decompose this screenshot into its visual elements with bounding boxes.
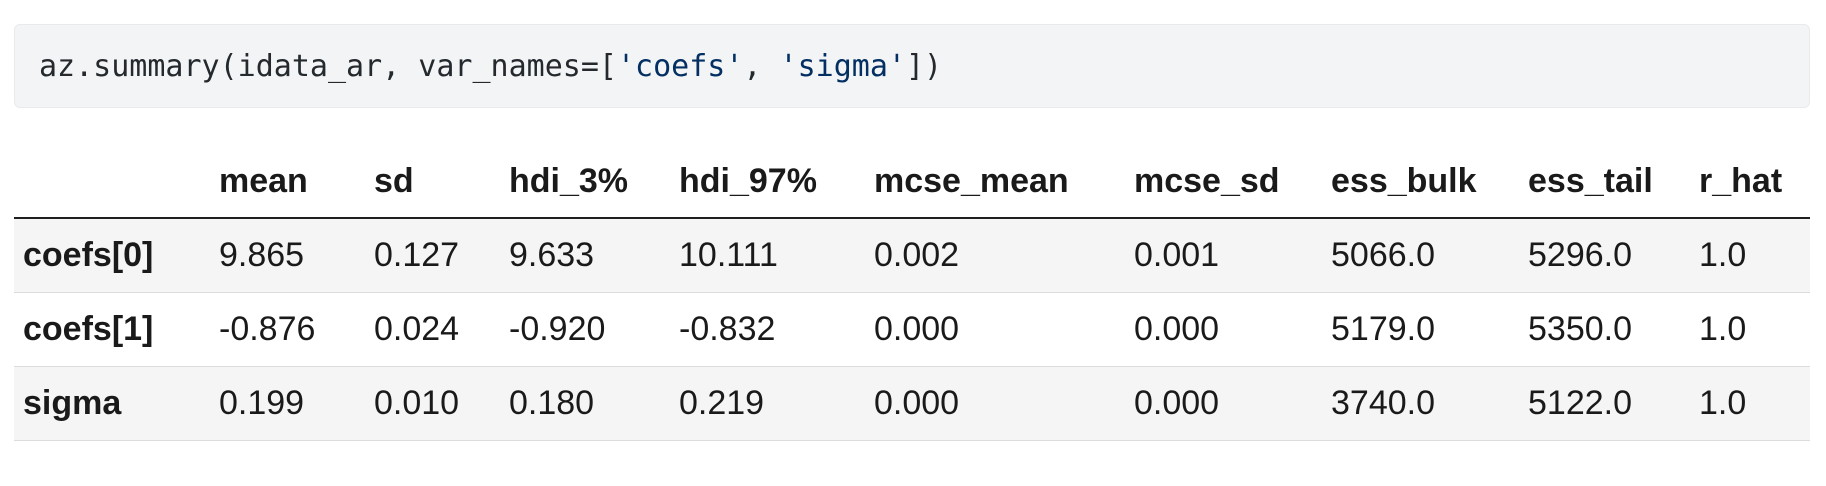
- table-cell: 5179.0: [1331, 292, 1528, 367]
- table-cell: -0.920: [509, 292, 679, 367]
- column-header-ess-bulk: ess_bulk: [1331, 145, 1528, 219]
- code-cell[interactable]: az.summary(idata_ar, var_names=['coefs',…: [14, 24, 1810, 108]
- table-header-row: mean sd hdi_3% hdi_97% mcse_mean mcse_sd…: [14, 145, 1810, 219]
- code-input[interactable]: az.summary(idata_ar, var_names=['coefs',…: [39, 49, 942, 85]
- table-cell: 0.180: [509, 366, 679, 441]
- table-cell: 0.000: [874, 292, 1134, 367]
- table-cell: 1.0: [1699, 292, 1810, 367]
- table-cell: 0.001: [1134, 218, 1331, 293]
- table-cell: 1.0: [1699, 366, 1810, 441]
- column-header-mean: mean: [219, 145, 374, 219]
- table-cell: 0.000: [1134, 292, 1331, 367]
- column-header-r-hat: r_hat: [1699, 145, 1810, 219]
- table-cell: 0.000: [874, 366, 1134, 441]
- table-cell: 0.219: [679, 366, 874, 441]
- column-header-hdi-3: hdi_3%: [509, 145, 679, 219]
- column-header-mcse-mean: mcse_mean: [874, 145, 1134, 219]
- table-cell: 1.0: [1699, 218, 1810, 293]
- table-cell: 0.000: [1134, 366, 1331, 441]
- row-label: sigma: [14, 366, 219, 441]
- code-separator: ,: [743, 49, 780, 84]
- table-cell: 0.199: [219, 366, 374, 441]
- column-header-mcse-sd: mcse_sd: [1134, 145, 1331, 219]
- table-row: coefs[1] -0.876 0.024 -0.920 -0.832 0.00…: [14, 292, 1810, 367]
- table-cell: 5296.0: [1528, 218, 1699, 293]
- table-cell: 5350.0: [1528, 292, 1699, 367]
- code-string-coefs: 'coefs': [616, 49, 744, 84]
- table-cell: -0.876: [219, 292, 374, 367]
- table-cell: 5122.0: [1528, 366, 1699, 441]
- table-cell: 0.010: [374, 366, 509, 441]
- table-cell: 9.633: [509, 218, 679, 293]
- column-header-hdi-97: hdi_97%: [679, 145, 874, 219]
- table-cell: 3740.0: [1331, 366, 1528, 441]
- index-header: [14, 145, 219, 219]
- table-cell: 9.865: [219, 218, 374, 293]
- code-prefix: az.summary(idata_ar, var_names=[: [39, 49, 617, 84]
- code-string-sigma: 'sigma': [779, 49, 906, 84]
- table-row: coefs[0] 9.865 0.127 9.633 10.111 0.002 …: [14, 218, 1810, 293]
- row-label: coefs[0]: [14, 218, 219, 293]
- summary-table: mean sd hdi_3% hdi_97% mcse_mean mcse_sd…: [14, 145, 1810, 441]
- column-header-ess-tail: ess_tail: [1528, 145, 1699, 219]
- table-cell: 5066.0: [1331, 218, 1528, 293]
- table-cell: 0.024: [374, 292, 509, 367]
- table-cell: 0.002: [874, 218, 1134, 293]
- column-header-sd: sd: [374, 145, 509, 219]
- code-suffix: ]): [905, 49, 943, 84]
- table-row: sigma 0.199 0.010 0.180 0.219 0.000 0.00…: [14, 366, 1810, 441]
- row-label: coefs[1]: [14, 292, 219, 367]
- table-cell: 0.127: [374, 218, 509, 293]
- table-cell: -0.832: [679, 292, 874, 367]
- table-cell: 10.111: [679, 218, 874, 293]
